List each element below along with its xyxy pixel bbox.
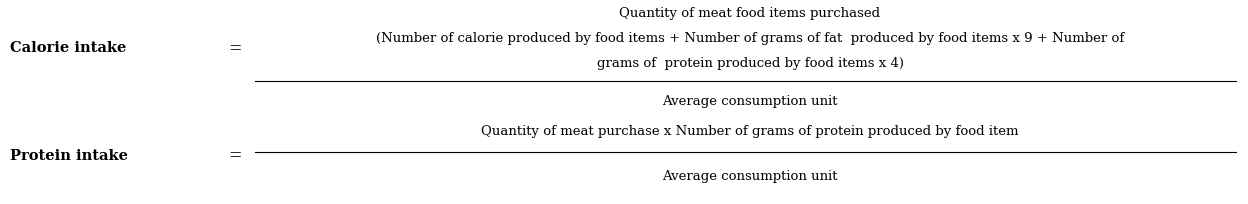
Text: =: =: [228, 40, 241, 56]
Text: grams of  protein produced by food items x 4): grams of protein produced by food items …: [597, 57, 904, 70]
Text: Protein intake: Protein intake: [10, 148, 129, 162]
Text: Average consumption unit: Average consumption unit: [663, 169, 837, 182]
Text: Quantity of meat purchase x Number of grams of protein produced by food item: Quantity of meat purchase x Number of gr…: [482, 124, 1018, 137]
Text: =: =: [228, 147, 241, 163]
Text: Calorie intake: Calorie intake: [10, 41, 126, 55]
Text: (Number of calorie produced by food items + Number of grams of fat  produced by : (Number of calorie produced by food item…: [376, 32, 1124, 45]
Text: Average consumption unit: Average consumption unit: [663, 94, 837, 108]
Text: Quantity of meat food items purchased: Quantity of meat food items purchased: [619, 7, 881, 20]
